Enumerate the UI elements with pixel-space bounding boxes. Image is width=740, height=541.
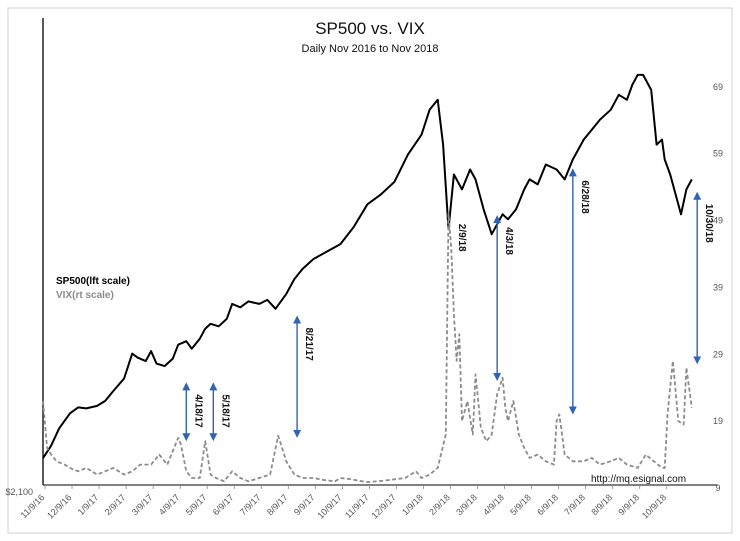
annotation-label: 10/30/18 — [703, 204, 714, 243]
right-tick-label: 49 — [713, 216, 723, 226]
right-tick-label: 9 — [715, 483, 720, 493]
annotation-label: 2/9/18 — [456, 224, 467, 252]
legend-sp500: SP500(lft scale) — [56, 276, 130, 287]
chart-subtitle: Daily Nov 2016 to Nov 2018 — [302, 43, 439, 55]
right-tick-label: 59 — [713, 149, 723, 159]
annotations-group: 4/18/17 5/18/17 8/21/17 2/9/18 4/3/18 6/28/18… — [182, 168, 714, 442]
annotation-label: 5/18/17 — [219, 394, 230, 428]
chart-title: SP500 vs. VIX — [315, 19, 425, 38]
source-label: http://mq.esignal.com — [591, 474, 686, 485]
right-tick-label: 39 — [713, 282, 723, 292]
right-tick-label: 29 — [713, 349, 723, 359]
annotation-label: 4/3/18 — [503, 227, 514, 255]
right-axis-ticks: 9 19 29 39 49 59 69 — [713, 82, 723, 493]
annotation-label: 4/18/17 — [192, 394, 203, 428]
right-tick-label: 69 — [713, 82, 723, 92]
legend-vix: VIX(rt scale) — [56, 290, 114, 301]
right-tick-label: 19 — [713, 416, 723, 426]
series-group — [42, 73, 693, 483]
left-axis-min-label: $2,100 — [5, 487, 33, 497]
chart-frame — [7, 7, 733, 534]
annotation-label: 8/21/17 — [303, 327, 314, 361]
annotation-label: 6/28/18 — [579, 180, 590, 214]
sp500-line — [42, 73, 693, 459]
vix-line — [42, 212, 693, 483]
